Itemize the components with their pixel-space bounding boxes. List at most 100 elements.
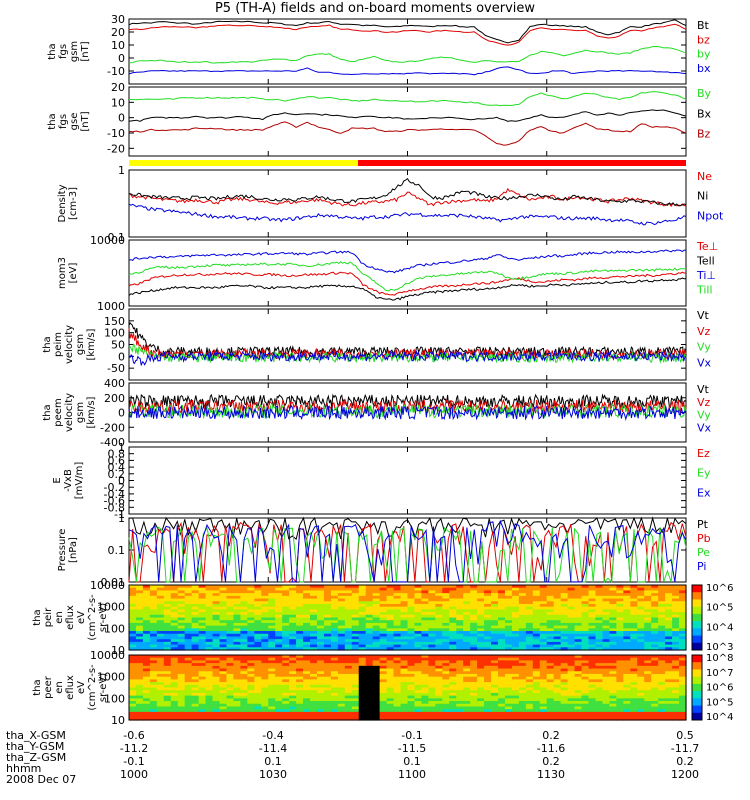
y-tick-label: 1000 [97, 601, 125, 614]
heatmap-cell [672, 590, 680, 594]
heatmap-cell [310, 639, 318, 643]
heatmap-cell [310, 690, 318, 694]
y-tick-label: -20 [107, 142, 125, 155]
heatmap-cell [275, 631, 283, 635]
heatmap-cell [247, 682, 255, 686]
heatmap-cell [456, 631, 464, 635]
heatmap-cell [226, 620, 235, 624]
heatmap-cell [532, 703, 541, 708]
heatmap-cell [532, 614, 541, 619]
heatmap-cell [421, 612, 429, 616]
heatmap-cell [149, 660, 158, 664]
heatmap-cell [511, 714, 520, 718]
heatmap-cell [240, 614, 248, 619]
heatmap-cell [567, 598, 576, 602]
heatmap-cell [330, 676, 339, 680]
heatmap-cell [435, 590, 443, 594]
heatmap-cell [379, 647, 388, 651]
heatmap-cell [574, 673, 583, 678]
heatmap-cell [567, 665, 576, 670]
heatmap-cell [532, 673, 541, 678]
heatmap-cell [602, 714, 611, 718]
heatmap-cell [637, 706, 645, 710]
heatmap-cell [414, 622, 423, 627]
heatmap-cell [365, 655, 374, 659]
heatmap-cell [463, 673, 471, 678]
heatmap-cell [191, 622, 200, 627]
heatmap-cell [602, 625, 611, 629]
heatmap-cell [310, 625, 318, 629]
heatmap-cell [268, 598, 276, 602]
y-axis-label: peem [53, 398, 64, 426]
heatmap-cell [630, 665, 638, 670]
heatmap-cell [498, 687, 506, 691]
heatmap-cell [581, 687, 590, 691]
heatmap-cell [191, 709, 200, 713]
heatmap-cell [323, 631, 332, 635]
heatmap-cell [665, 603, 673, 608]
heatmap-cell [142, 585, 151, 589]
heatmap-cell [400, 706, 409, 710]
heatmap-cell [379, 655, 388, 659]
heatmap-cell [672, 679, 680, 683]
heatmap-cell [261, 622, 269, 627]
heatmap-cell [498, 614, 506, 619]
heatmap-cell [672, 655, 680, 659]
heatmap-cell [358, 665, 367, 670]
heatmap-cell [191, 620, 200, 624]
heatmap-cell [546, 684, 555, 689]
heatmap-cell [261, 717, 269, 721]
heatmap-cell [289, 671, 297, 675]
heatmap-cell [337, 668, 346, 672]
heatmap-cell [149, 593, 158, 597]
y-tick-label: 1 [118, 512, 125, 525]
heatmap-cell [219, 644, 228, 648]
heatmap-cell [442, 687, 450, 691]
heatmap-cell [672, 625, 680, 629]
heatmap-cell [560, 703, 569, 708]
heatmap-cell [616, 601, 624, 605]
heatmap-cell [337, 665, 346, 670]
heatmap-cell [268, 684, 276, 689]
heatmap-cell [574, 620, 583, 624]
heatmap-cell [282, 660, 290, 664]
heatmap-cell [156, 601, 165, 605]
heatmap-cell [428, 595, 436, 600]
heatmap-cell [665, 641, 673, 646]
heatmap-cell [310, 701, 318, 705]
heatmap-cell [428, 692, 436, 697]
heatmap-cell [407, 695, 416, 699]
heatmap-cell [539, 590, 548, 594]
heatmap-cell [532, 679, 541, 683]
heatmap-cell [414, 644, 423, 648]
heatmap-cell [156, 663, 165, 667]
heatmap-cell [546, 687, 555, 691]
heatmap-cell [511, 612, 520, 616]
heatmap-cell [240, 598, 248, 602]
heatmap-cell [149, 682, 158, 686]
heatmap-cell [393, 668, 402, 672]
heatmap-cell [672, 585, 680, 589]
heatmap-cell [525, 585, 534, 589]
heatmap-cell [456, 671, 464, 675]
heatmap-cell [323, 706, 332, 710]
heatmap-cell [595, 703, 604, 708]
colorbar-segment [692, 669, 702, 678]
heatmap-cell [261, 647, 269, 651]
heatmap-cell [407, 665, 416, 670]
heatmap-cell [205, 636, 214, 640]
y-tick-label: -0.8 [104, 501, 125, 514]
heatmap-cell [525, 639, 534, 643]
heatmap-cell [442, 609, 450, 613]
heatmap-cell [226, 687, 235, 691]
heatmap-cell [484, 692, 492, 697]
heatmap-cell [421, 639, 429, 643]
heatmap-cell [539, 609, 548, 613]
heatmap-cell [261, 695, 269, 699]
heatmap-cell [149, 695, 158, 699]
heatmap-cell [316, 676, 325, 680]
heatmap-cell [553, 614, 562, 619]
heatmap-cell [449, 587, 457, 592]
heatmap-cell [637, 641, 645, 646]
heatmap-cell [553, 682, 562, 686]
